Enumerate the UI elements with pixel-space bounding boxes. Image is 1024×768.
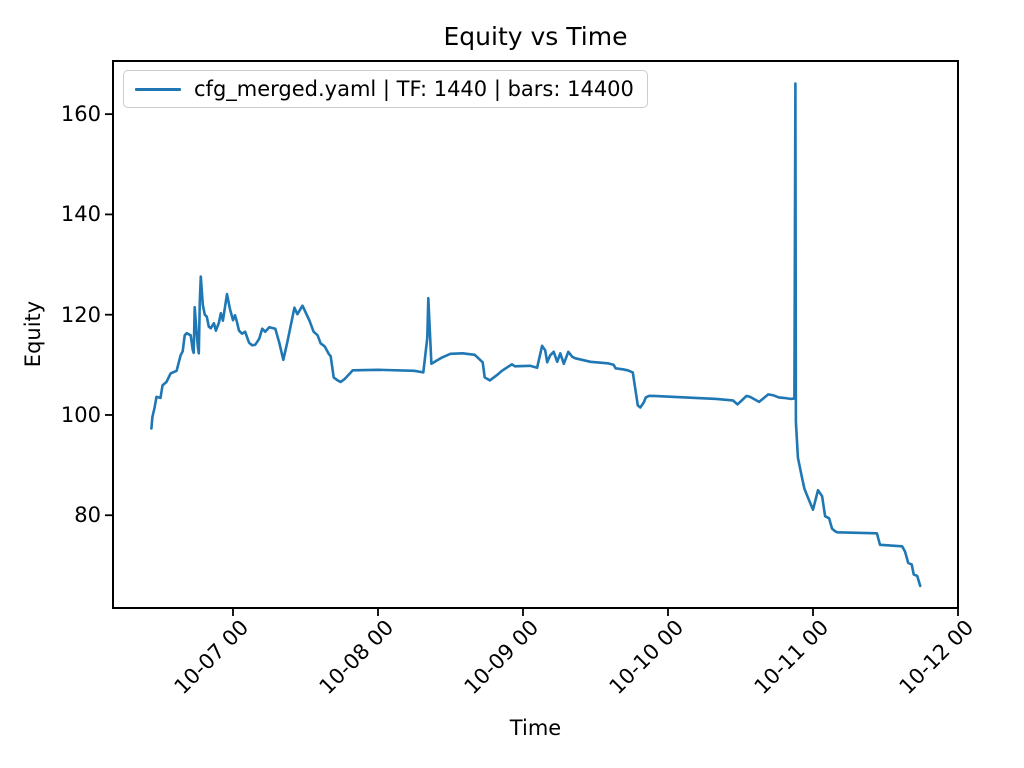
legend-line-sample (135, 87, 181, 91)
y-tick-label: 100 (60, 402, 101, 427)
legend: cfg_merged.yaml | TF: 1440 | bars: 14400 (123, 70, 648, 108)
equity-line (150, 82, 922, 588)
plot-border (112, 60, 959, 609)
y-tick-label: 160 (60, 102, 101, 127)
x-axis-label: Time (509, 716, 562, 740)
y-tick-label: 80 (74, 503, 101, 528)
y-tick-label: 120 (60, 302, 101, 327)
y-tick-label: 140 (60, 202, 101, 227)
chart-title: Equity vs Time (443, 22, 628, 51)
legend-label: cfg_merged.yaml | TF: 1440 | bars: 14400 (194, 77, 634, 101)
